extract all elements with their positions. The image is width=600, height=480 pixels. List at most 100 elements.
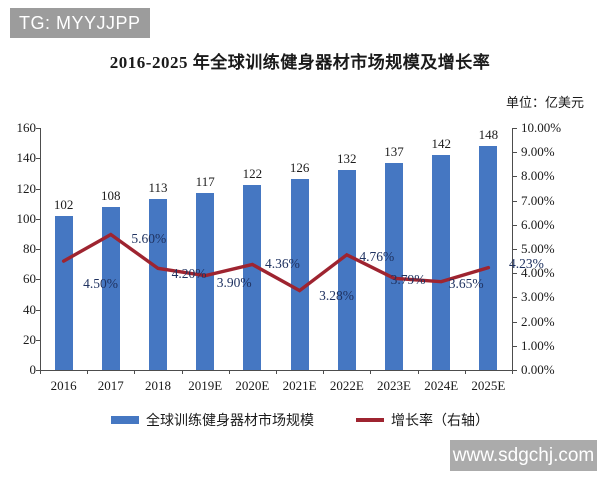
x-axis-tick: [464, 370, 466, 374]
bar-2024E: [432, 155, 451, 370]
x-axis-label-2019E: 2019E: [188, 378, 223, 393]
right-axis-tick: [513, 297, 517, 299]
growth-rate-label-2021E: 3.28%: [319, 287, 355, 303]
left-axis-tick-label: 60: [23, 271, 36, 287]
right-axis-tick-label: 5.00%: [521, 241, 555, 256]
growth-rate-label-2017: 5.60%: [131, 231, 167, 247]
x-axis-label-2021E: 2021E: [282, 378, 317, 393]
bar-2020E: [243, 185, 262, 370]
right-axis-tick-label: 9.00%: [521, 144, 555, 160]
x-axis-tick: [323, 370, 325, 374]
right-axis-tick-label: 10.00%: [521, 120, 562, 135]
bar-2018: [149, 199, 167, 370]
chart-title: 2016-2025 年全球训练健身器材市场规模及增长率: [109, 53, 491, 72]
right-axis-tick: [513, 370, 517, 371]
left-axis-tick: [36, 249, 40, 250]
x-axis-tick: [276, 370, 277, 374]
watermark: www.sdgchj.com: [450, 440, 597, 471]
left-axis-tick: [36, 309, 40, 311]
left-axis-tick-label: 80: [23, 241, 36, 256]
line-series-swatch-icon: [356, 418, 384, 422]
left-axis-line: [40, 128, 41, 370]
legend: 全球训练健身器材市场规模 增长率（右轴）: [0, 410, 600, 430]
bar-series-swatch-icon: [111, 416, 139, 424]
left-axis-tick: [36, 158, 40, 160]
right-axis-tick-label: 4.00%: [521, 265, 555, 281]
growth-rate-label-2022E: 4.76%: [359, 248, 395, 264]
x-axis-label-2023E: 2023E: [377, 378, 411, 393]
right-axis-tick-label: 2.00%: [521, 313, 555, 329]
x-axis-label-2022E: 2022E: [329, 378, 364, 393]
growth-rate-label-2023E: 3.79%: [390, 272, 426, 288]
x-axis-label-2020E: 2020E: [235, 378, 270, 393]
x-axis-tick: [370, 370, 372, 374]
left-axis-tick-label: 20: [23, 331, 36, 347]
bar-2025E: [479, 146, 498, 370]
left-axis-tick-label: 100: [16, 210, 37, 226]
bar-value-label-2024E: 142: [431, 136, 451, 152]
x-axis-label-2025E: 2025E: [471, 378, 506, 393]
right-axis-line: [512, 128, 513, 370]
left-axis-tick: [36, 188, 40, 190]
right-axis-tick: [513, 273, 517, 275]
growth-rate-label-2024E: 3.65%: [448, 275, 484, 291]
growth-rate-label-2019E: 3.90%: [216, 274, 252, 290]
bar-value-label-2023E: 137: [384, 143, 404, 159]
bar-2016: [54, 215, 73, 370]
bar-2022E: [337, 170, 356, 370]
legend-item-market-size: 全球训练健身器材市场规模: [111, 410, 314, 430]
right-axis-tick: [513, 345, 517, 347]
left-axis-tick-label: 0: [29, 362, 37, 377]
growth-rate-label-2025E: 4.23%: [508, 255, 544, 271]
x-axis-tick: [228, 370, 230, 374]
bar-value-label-2025E: 148: [478, 127, 499, 143]
x-axis-tick: [134, 370, 136, 374]
x-axis-tick: [40, 370, 41, 374]
right-axis-tick-label: 0.00%: [521, 362, 555, 377]
x-axis-tick: [181, 370, 183, 374]
growth-rate-label-2016: 4.50%: [83, 276, 119, 292]
right-axis-tick: [513, 176, 517, 178]
left-axis-tick: [36, 370, 40, 371]
x-axis-tick: [87, 370, 89, 374]
left-axis-tick-label: 40: [23, 301, 36, 317]
right-axis-tick: [513, 200, 517, 202]
x-axis-label-2024E: 2024E: [424, 378, 459, 393]
legend-label-growth-rate: 增长率（右轴）: [391, 414, 489, 429]
x-axis-label-2017: 2017: [97, 378, 124, 393]
right-axis-tick: [513, 249, 517, 250]
right-axis-tick-label: 7.00%: [521, 192, 555, 208]
left-axis-tick: [36, 339, 40, 341]
right-axis-tick: [513, 224, 517, 226]
legend-item-growth-rate: 增长率（右轴）: [356, 410, 489, 430]
right-axis-tick: [513, 152, 517, 154]
bar-value-label-2017: 108: [101, 187, 121, 203]
bar-2019E: [196, 193, 215, 370]
left-axis-tick: [36, 279, 40, 281]
source-badge: TG: MYYJJPP: [10, 8, 150, 38]
bar-2021E: [290, 179, 309, 370]
x-axis-label-2018: 2018: [145, 378, 171, 393]
growth-rate-label-2020E: 4.36%: [264, 256, 300, 272]
bar-2023E: [385, 162, 403, 370]
growth-rate-label-2018: 4.20%: [171, 266, 207, 282]
bar-value-label-2020E: 122: [242, 166, 263, 182]
bar-value-label-2021E: 126: [289, 160, 310, 176]
right-axis-tick: [513, 321, 517, 323]
bar-value-label-2016: 102: [53, 196, 74, 212]
unit-label: 单位：亿美元: [505, 95, 584, 110]
left-axis-tick: [36, 218, 40, 220]
bar-value-label-2022E: 132: [337, 151, 357, 167]
right-axis-tick: [513, 128, 517, 129]
bar-value-label-2019E: 117: [195, 174, 215, 190]
x-axis-tick: [512, 370, 513, 374]
left-axis-tick-label: 160: [16, 120, 37, 135]
x-axis-tick: [417, 370, 419, 374]
x-axis-label-2016: 2016: [50, 378, 77, 393]
right-axis-tick-label: 1.00%: [521, 337, 555, 353]
left-axis-tick: [36, 128, 40, 129]
left-axis-tick-label: 120: [16, 180, 37, 196]
right-axis-tick-label: 3.00%: [521, 289, 555, 305]
right-axis-tick-label: 6.00%: [521, 216, 555, 232]
